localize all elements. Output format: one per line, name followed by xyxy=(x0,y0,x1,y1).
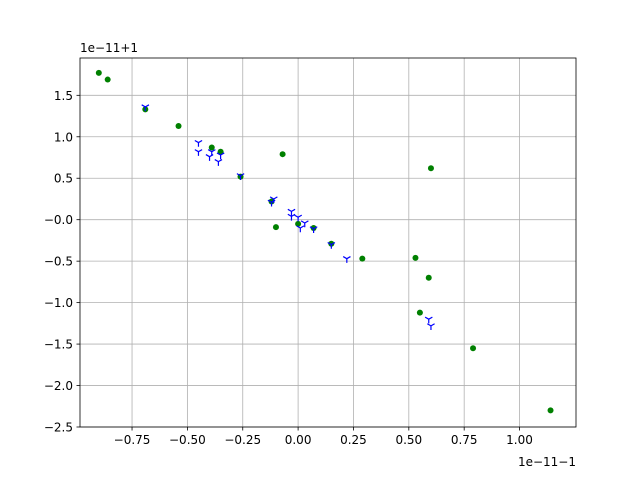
y-tick-label: 1.0 xyxy=(54,130,73,144)
data-point-tri-down xyxy=(216,152,225,160)
data-point-tri-down xyxy=(342,256,351,263)
data-point-tri-down xyxy=(424,316,433,324)
data-point-tri-down xyxy=(294,214,303,222)
plot-frame xyxy=(79,57,577,428)
data-point-circle xyxy=(412,254,419,261)
data-point-circle xyxy=(425,274,432,281)
y-tick-label: −0.0 xyxy=(44,213,73,227)
y-tick-label: −1.0 xyxy=(44,296,73,310)
data-point-circle xyxy=(175,122,182,129)
data-point-circle xyxy=(359,255,366,262)
x-tick-label: 0.00 xyxy=(285,433,312,447)
data-point-circle xyxy=(416,309,423,316)
data-point-tri-down xyxy=(269,196,278,204)
data-point-tri-down xyxy=(287,208,296,216)
data-point-circle xyxy=(547,407,554,414)
data-point-circle xyxy=(217,148,224,155)
data-point-circle xyxy=(95,69,102,76)
x-tick-label: 1.00 xyxy=(506,433,533,447)
data-point-circle xyxy=(208,144,215,151)
data-point-tri-down xyxy=(214,159,223,166)
data-point-tri-down xyxy=(296,225,305,233)
data-point-circle xyxy=(310,224,317,231)
y-tick-label: −1.5 xyxy=(44,338,73,352)
data-point-circle xyxy=(427,165,434,172)
data-point-circle xyxy=(295,220,302,227)
data-point-tri-down xyxy=(327,241,336,249)
y-offset-label: 1e−11+1 xyxy=(80,41,138,55)
data-point-circle xyxy=(328,240,335,247)
data-point-tri-down xyxy=(287,213,296,221)
data-point-circle xyxy=(470,345,477,352)
axes: −0.75 −0.50 −0.25 0.00 0.25 0.50 0.75 1.00 −2.5 −… xyxy=(44,89,533,447)
x-offset-label: 1e−11−1 xyxy=(518,455,576,469)
grid xyxy=(80,58,576,428)
x-tick-label: −0.25 xyxy=(224,433,261,447)
y-tick-label: 0.5 xyxy=(54,172,73,186)
y-tick-label: −2.5 xyxy=(44,421,73,435)
data-point-circle xyxy=(104,76,111,83)
x-tick-label: 0.75 xyxy=(451,433,478,447)
y-tick-label: −2.0 xyxy=(44,379,73,393)
data-point-tri-down xyxy=(309,226,318,234)
x-tick-label: −0.75 xyxy=(114,433,151,447)
data-point-tri-down xyxy=(194,139,203,147)
x-tick-label: 0.25 xyxy=(340,433,367,447)
data-point-tri-down xyxy=(427,323,435,331)
data-point-tri-down xyxy=(141,104,150,112)
data-point-tri-down xyxy=(236,173,245,180)
data-points xyxy=(95,69,554,414)
data-point-tri-down xyxy=(300,220,309,228)
x-tick-label: −0.50 xyxy=(169,433,206,447)
data-point-circle xyxy=(279,151,286,158)
y-tick-label: −0.5 xyxy=(44,255,73,269)
data-point-tri-down xyxy=(194,149,203,156)
x-tick-label: 0.50 xyxy=(395,433,422,447)
y-tick-label: 1.5 xyxy=(54,89,73,103)
data-point-tri-down xyxy=(207,149,216,156)
data-point-circle xyxy=(268,198,275,205)
data-point-circle xyxy=(272,224,279,231)
